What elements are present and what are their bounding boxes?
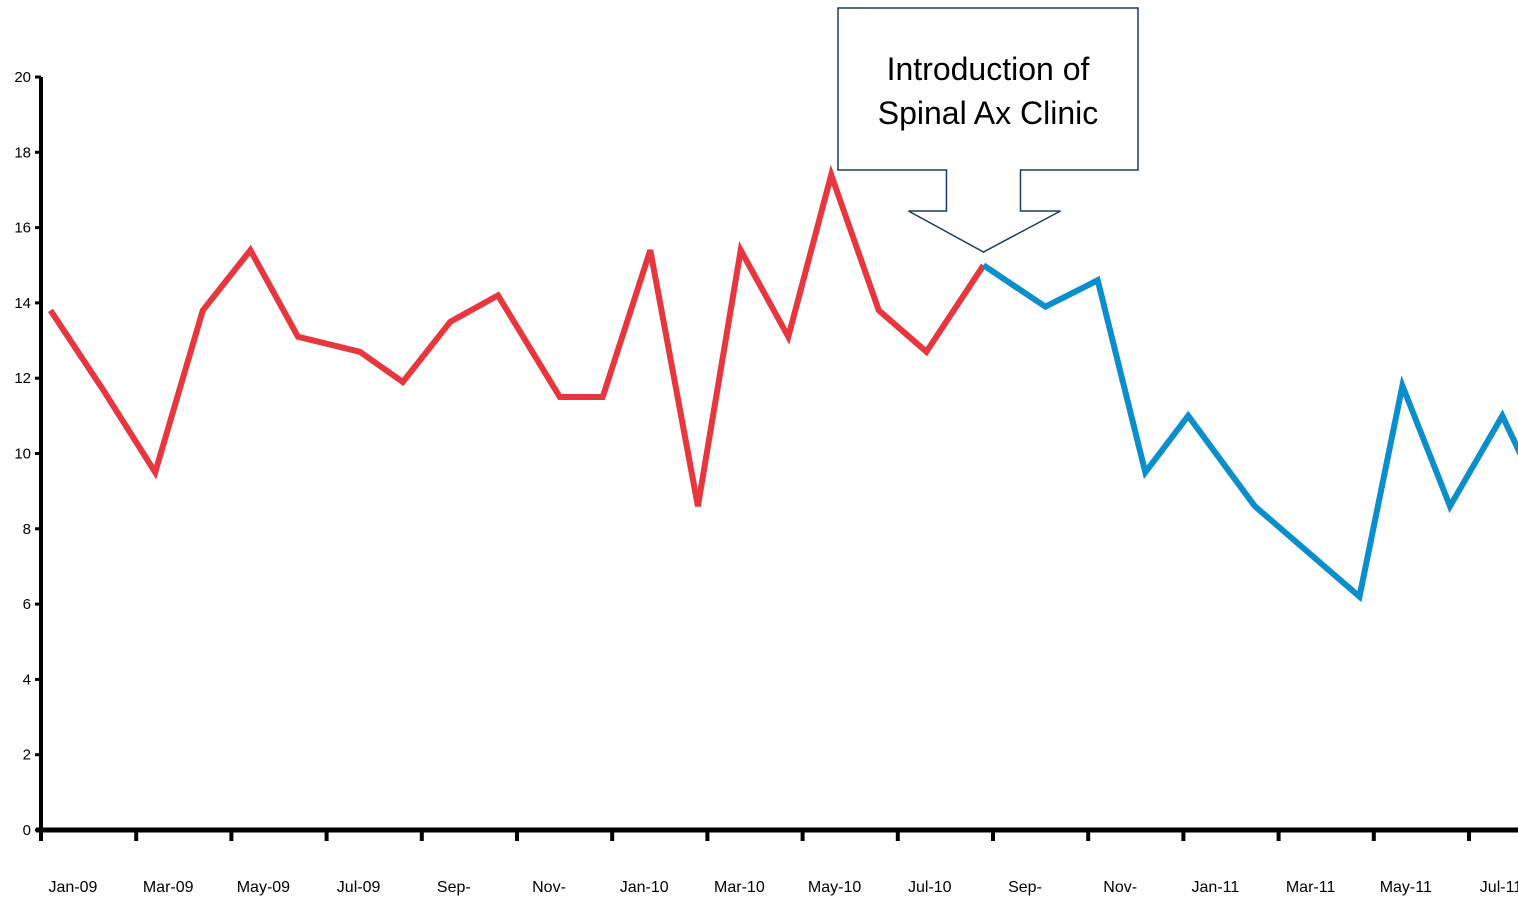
y-axis-ticks: 0 2 4 6 8 10 12 14 16 18 20 (14, 69, 41, 839)
x-tick-label: May-10 (808, 879, 861, 896)
x-tick-label: Jan-11 (1192, 879, 1240, 896)
annotation-line-2: Spinal Ax Clinic (878, 95, 1099, 131)
y-tick-label: 10 (14, 446, 31, 463)
x-tick-label: May-09 (237, 879, 290, 896)
y-tick-label: 4 (23, 671, 31, 688)
y-tick-label: 14 (14, 295, 31, 312)
x-tick-label: Jul-09 (337, 879, 381, 896)
y-tick-label: 0 (23, 822, 31, 839)
x-axis-ticks: Jan-09 Mar-09 May-09 Jul-09 Sep- Nov- Jan-10 Ma… (39, 830, 1518, 896)
x-tick-label: Sep- (1008, 879, 1042, 896)
x-tick-label: May-11 (1380, 879, 1432, 896)
y-tick-label: 20 (14, 69, 31, 86)
series-line-1 (47, 164, 987, 507)
y-tick-label: 2 (23, 747, 31, 764)
x-tick-label: Nov- (1103, 879, 1137, 896)
y-tick-label: 6 (23, 596, 31, 613)
x-tick-label: Jan-10 (620, 879, 669, 896)
x-tick-label: Mar-09 (143, 879, 194, 896)
x-tick-label: Mar-10 (714, 879, 765, 896)
y-tick-label: 8 (23, 521, 31, 538)
series-layer (47, 164, 1518, 603)
y-tick-label: 12 (14, 370, 31, 387)
x-tick-label: Jan-09 (49, 879, 98, 896)
y-tick-label: 16 (14, 220, 31, 237)
series-line-2 (981, 262, 1518, 603)
x-tick-label: Sep- (437, 879, 471, 896)
y-tick-label: 18 (14, 144, 31, 161)
x-tick-label: Nov- (532, 879, 566, 896)
x-tick-label: Mar-11 (1286, 879, 1336, 896)
x-tick-label: Jul-11 (1480, 879, 1518, 896)
x-tick-label: Jul-10 (908, 879, 952, 896)
callout-arrow-box (837, 7, 1139, 253)
annotation-callout: Introduction of Spinal Ax Clinic (837, 7, 1139, 253)
annotation-line-1: Introduction of (887, 51, 1090, 87)
